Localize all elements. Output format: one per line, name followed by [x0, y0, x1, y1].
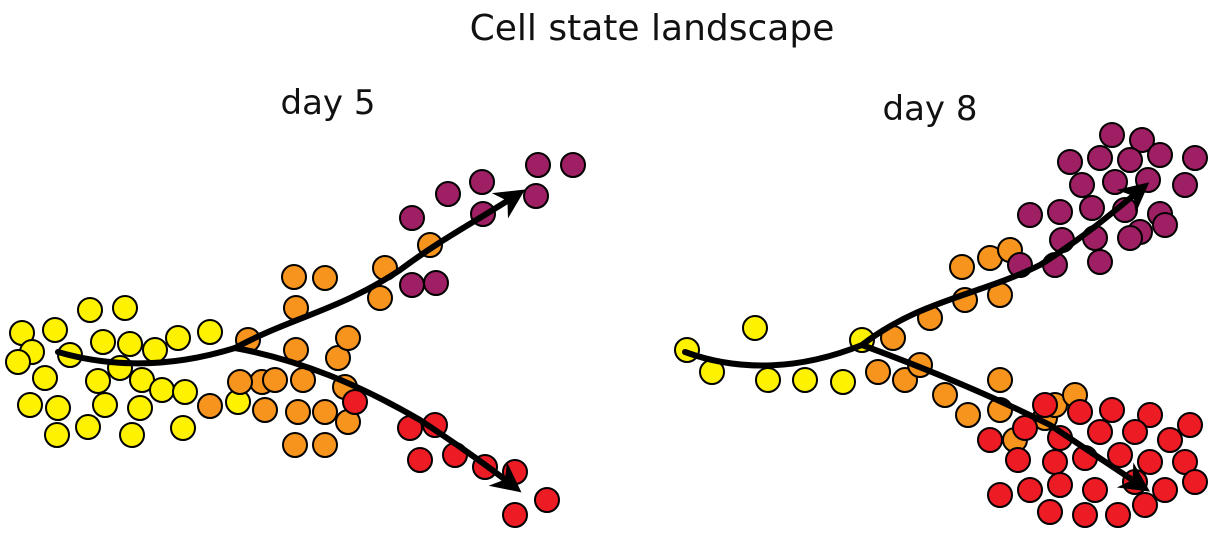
diagram: Cell state landscape day 5 day 8	[0, 0, 1225, 534]
cell	[503, 503, 527, 527]
cell	[1118, 148, 1142, 172]
cell	[424, 271, 448, 295]
cell	[1183, 470, 1207, 494]
cell	[343, 390, 367, 414]
cell	[313, 400, 337, 424]
cell	[1138, 450, 1162, 474]
cell	[400, 206, 424, 230]
cell	[526, 153, 550, 177]
cell	[1068, 400, 1092, 424]
cell	[988, 368, 1012, 392]
cell	[524, 184, 548, 208]
panel-label: day 5	[281, 83, 376, 123]
cell	[120, 423, 144, 447]
cell	[171, 416, 195, 440]
cell	[113, 296, 137, 320]
cell	[1070, 173, 1094, 197]
cell	[33, 366, 57, 390]
cell	[1100, 123, 1124, 147]
cell	[793, 368, 817, 392]
cell	[1088, 250, 1112, 274]
cell	[1058, 150, 1082, 174]
cell	[470, 170, 494, 194]
cell	[313, 266, 337, 290]
cell	[45, 423, 69, 447]
cell	[78, 298, 102, 322]
cell	[1133, 493, 1157, 517]
cell	[950, 255, 974, 279]
cell	[198, 394, 222, 418]
cell	[150, 378, 174, 402]
cell	[400, 273, 424, 297]
cell	[1153, 478, 1177, 502]
cell	[1018, 478, 1042, 502]
cell	[1033, 393, 1057, 417]
cell	[1038, 500, 1062, 524]
cell	[1100, 398, 1124, 422]
cell	[1148, 143, 1172, 167]
cell	[436, 182, 460, 206]
cell	[1083, 478, 1107, 502]
cell	[282, 265, 306, 289]
cell	[756, 368, 780, 392]
cell	[1043, 450, 1067, 474]
cell	[91, 330, 115, 354]
cell	[978, 428, 1002, 452]
cell	[933, 383, 957, 407]
cell	[166, 326, 190, 350]
cell	[86, 369, 110, 393]
cell	[561, 153, 585, 177]
cell	[1103, 170, 1127, 194]
cell	[6, 350, 30, 374]
cell	[198, 320, 222, 344]
cell	[1173, 173, 1197, 197]
cell	[286, 400, 310, 424]
cell	[1118, 226, 1142, 250]
cell	[76, 415, 100, 439]
cell	[93, 393, 117, 417]
cell	[43, 318, 67, 342]
cell	[743, 316, 767, 340]
cell	[988, 483, 1012, 507]
cell	[1158, 428, 1182, 452]
panel-label: day 8	[883, 89, 978, 129]
cell	[866, 360, 890, 384]
cell	[956, 403, 980, 427]
title: Cell state landscape	[470, 8, 835, 49]
cell	[1123, 420, 1147, 444]
cell	[1178, 413, 1202, 437]
cell	[535, 488, 559, 512]
cell	[1088, 420, 1112, 444]
cell	[128, 396, 152, 420]
cell	[143, 338, 167, 362]
cell	[336, 326, 360, 350]
cell	[1183, 146, 1207, 170]
cell	[831, 370, 855, 394]
cells	[6, 123, 1207, 527]
cell	[1106, 503, 1130, 527]
cell	[1080, 196, 1104, 220]
cell	[173, 380, 197, 404]
cell	[118, 332, 142, 356]
cell	[1048, 200, 1072, 224]
cell	[1073, 503, 1097, 527]
cell	[228, 370, 252, 394]
cell	[46, 396, 70, 420]
cell	[283, 433, 307, 457]
cell	[408, 448, 432, 472]
cell	[1048, 473, 1072, 497]
cell	[1018, 203, 1042, 227]
cell	[1088, 146, 1112, 170]
cell	[253, 398, 277, 422]
cell	[263, 368, 287, 392]
cell	[18, 393, 42, 417]
cell	[1153, 213, 1177, 237]
cell	[313, 433, 337, 457]
cell	[1006, 448, 1030, 472]
